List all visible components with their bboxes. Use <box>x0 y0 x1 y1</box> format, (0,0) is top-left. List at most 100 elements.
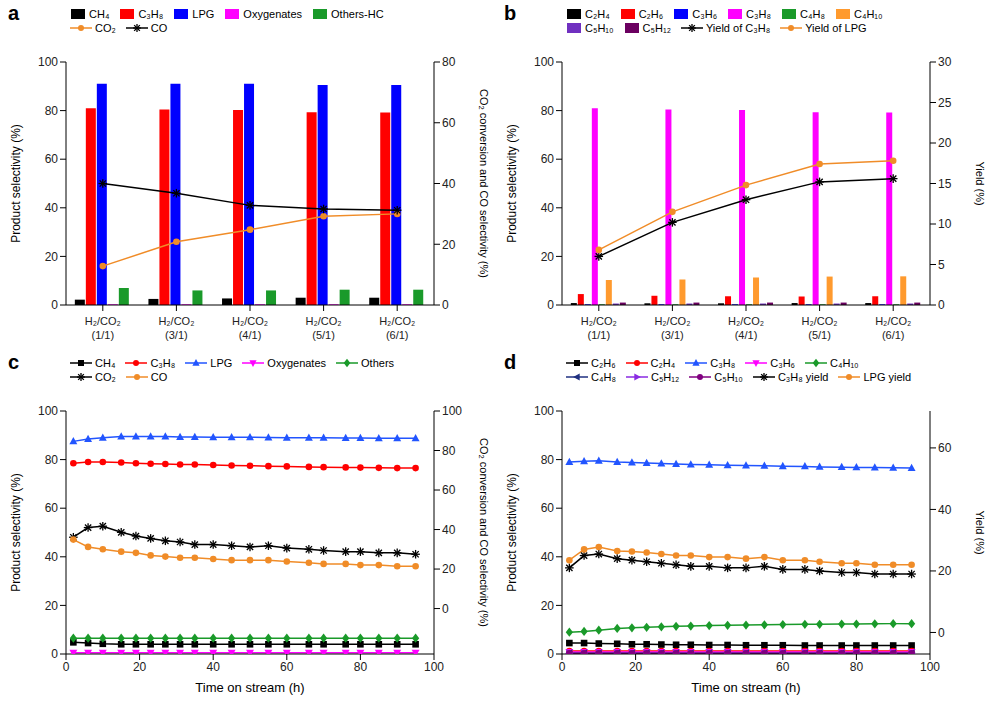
svg-text:H₂/CO₂(6/1): H₂/CO₂(6/1) <box>875 315 911 341</box>
svg-text:40: 40 <box>442 177 456 191</box>
svg-text:H₂/CO₂(6/1): H₂/CO₂(6/1) <box>379 315 415 341</box>
svg-text:0: 0 <box>51 298 58 312</box>
svg-text:80: 80 <box>442 55 456 69</box>
html-text:Others-HC: Others-HC <box>331 8 384 20</box>
svg-text:80: 80 <box>541 104 555 118</box>
svg-text:CO₂ conversion and CO selectiv: CO₂ conversion and CO selectivity (%) <box>478 438 490 627</box>
html-text:C₄H₈: C₄H₈ <box>800 8 825 20</box>
svg-text:H₂/CO₂(1/1): H₂/CO₂(1/1) <box>85 315 121 341</box>
svg-text:H₂/CO₂(1/1): H₂/CO₂(1/1) <box>581 315 617 341</box>
svg-text:H₂/CO₂(3/1): H₂/CO₂(3/1) <box>158 315 194 341</box>
svg-text:60: 60 <box>442 116 456 130</box>
svg-text:100: 100 <box>38 55 58 69</box>
html-text:C₃H₈: C₃H₈ <box>746 8 771 20</box>
svg-text:0: 0 <box>51 647 58 661</box>
svg-text:15: 15 <box>938 177 952 191</box>
svg-text:Product selectivity (%): Product selectivity (%) <box>505 124 519 243</box>
svg-text:100: 100 <box>534 55 554 69</box>
svg-text:60: 60 <box>938 441 952 455</box>
svg-text:20: 20 <box>629 660 643 674</box>
html-text:a: a <box>8 2 20 24</box>
svg-text:Product selectivity (%): Product selectivity (%) <box>9 473 23 592</box>
svg-text:0: 0 <box>547 298 554 312</box>
svg-text:20: 20 <box>442 238 456 252</box>
svg-text:H₂/CO₂(5/1): H₂/CO₂(5/1) <box>306 315 342 341</box>
html-text:Yield of C₃H₈: Yield of C₃H₈ <box>705 22 771 34</box>
svg-text:40: 40 <box>703 660 717 674</box>
svg-text:20: 20 <box>938 136 952 150</box>
svg-text:80: 80 <box>850 660 864 674</box>
svg-text:Product selectivity (%): Product selectivity (%) <box>505 473 519 592</box>
html-text:C₄H₁₀: C₄H₁₀ <box>854 8 883 20</box>
svg-text:100: 100 <box>920 660 940 674</box>
html-text:CH₄: CH₄ <box>89 8 110 20</box>
svg-text:Time on stream (h): Time on stream (h) <box>195 680 304 695</box>
svg-text:60: 60 <box>541 152 555 166</box>
svg-text:80: 80 <box>45 104 59 118</box>
html-text:CO₂: CO₂ <box>95 22 116 34</box>
svg-text:CO₂ conversion and CO selectiv: CO₂ conversion and CO selectivity (%) <box>478 89 490 278</box>
html-text:C₅H₁₂: C₅H₁₂ <box>642 22 671 34</box>
svg-text:20: 20 <box>541 250 555 264</box>
html-text:LPG: LPG <box>192 8 215 20</box>
html-text:C₃H₈: C₃H₈ <box>138 8 164 20</box>
svg-text:20: 20 <box>442 562 456 576</box>
svg-text:40: 40 <box>45 550 59 564</box>
svg-text:0: 0 <box>938 626 945 640</box>
svg-text:20: 20 <box>541 599 555 613</box>
svg-text:100: 100 <box>534 404 554 418</box>
svg-text:0: 0 <box>559 660 566 674</box>
svg-text:20: 20 <box>45 599 59 613</box>
svg-text:20: 20 <box>938 564 952 578</box>
svg-text:80: 80 <box>354 660 368 674</box>
svg-text:40: 40 <box>207 660 221 674</box>
svg-text:60: 60 <box>45 501 59 515</box>
svg-text:20: 20 <box>45 250 59 264</box>
html-text:CO: CO <box>150 22 168 34</box>
svg-text:5: 5 <box>938 258 945 272</box>
svg-text:60: 60 <box>541 501 555 515</box>
html-text:C₂H₄: C₂H₄ <box>585 8 610 20</box>
html-text:CH₄: CH₄ <box>95 357 116 369</box>
svg-text:0: 0 <box>63 660 70 674</box>
html-text:c: c <box>8 351 20 373</box>
html-text:b: b <box>504 2 517 24</box>
html-text:C₂H₆: C₂H₆ <box>638 8 664 20</box>
svg-text:100: 100 <box>38 404 58 418</box>
svg-text:40: 40 <box>541 201 555 215</box>
svg-text:40: 40 <box>541 550 555 564</box>
svg-text:0: 0 <box>442 298 449 312</box>
html-text:Oxygenates: Oxygenates <box>243 8 302 20</box>
svg-text:Yield (%): Yield (%) <box>974 161 986 205</box>
svg-text:H₂/CO₂(4/1): H₂/CO₂(4/1) <box>232 315 268 341</box>
svg-text:H₂/CO₂(5/1): H₂/CO₂(5/1) <box>802 315 838 341</box>
html-text:C₃H₆: C₃H₆ <box>692 8 718 20</box>
svg-text:80: 80 <box>45 453 59 467</box>
html-text:d: d <box>504 351 517 373</box>
svg-text:30: 30 <box>938 55 952 69</box>
svg-text:100: 100 <box>442 404 462 418</box>
svg-text:0: 0 <box>442 602 449 616</box>
svg-text:0: 0 <box>547 647 554 661</box>
svg-text:80: 80 <box>541 453 555 467</box>
svg-text:0: 0 <box>938 298 945 312</box>
svg-text:100: 100 <box>424 660 444 674</box>
svg-text:20: 20 <box>133 660 147 674</box>
svg-text:Yield (%): Yield (%) <box>974 510 986 554</box>
svg-text:40: 40 <box>442 523 456 537</box>
html-text:Yield of LPG: Yield of LPG <box>805 22 867 34</box>
svg-text:25: 25 <box>938 96 952 110</box>
html-text:C₅H₁₀: C₅H₁₀ <box>585 22 614 34</box>
svg-text:60: 60 <box>280 660 294 674</box>
svg-text:Time on stream (h): Time on stream (h) <box>691 680 800 695</box>
svg-text:Product selectivity (%): Product selectivity (%) <box>9 124 23 243</box>
svg-text:80: 80 <box>442 444 456 458</box>
svg-text:40: 40 <box>938 503 952 517</box>
svg-text:40: 40 <box>45 201 59 215</box>
svg-text:60: 60 <box>776 660 790 674</box>
svg-text:60: 60 <box>45 152 59 166</box>
svg-text:H₂/CO₂(4/1): H₂/CO₂(4/1) <box>728 315 764 341</box>
svg-text:10: 10 <box>938 217 952 231</box>
svg-text:60: 60 <box>442 483 456 497</box>
svg-text:H₂/CO₂(3/1): H₂/CO₂(3/1) <box>654 315 690 341</box>
